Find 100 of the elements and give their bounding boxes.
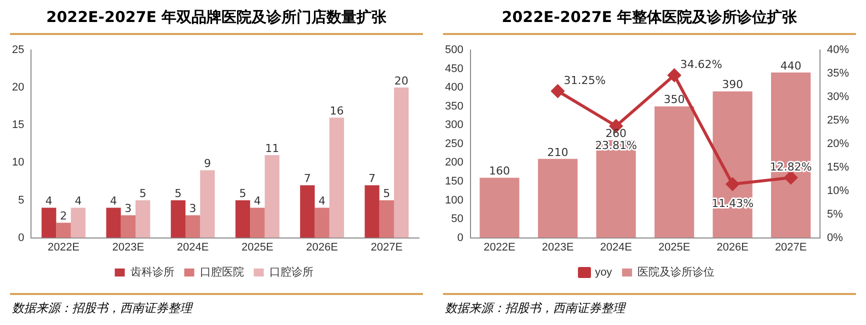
x-tick-label: 2027E [774,241,807,254]
data-label: 440 [780,59,802,72]
x-tick-label: 2025E [658,241,690,254]
bar [120,215,136,238]
y2-tick-label: 40% [826,44,850,56]
source-note: 数据来源：招股书，西南证券整理 [12,300,192,317]
data-label: 2 [60,210,68,223]
x-tick-label: 2025E [242,241,274,254]
legend-label: 齿科诊所 [130,266,174,279]
x-tick-label: 2026E [716,241,748,254]
y2-tick-label: 0% [826,232,844,244]
source-note: 数据来源：招股书，西南证券整理 [445,300,625,317]
bar [235,200,250,238]
data-label: 5 [383,187,390,200]
x-tick-label: 2027E [370,241,403,254]
y2-tick-label: 20% [826,138,850,150]
data-label: 5 [139,187,146,200]
x-tick-label: 2026E [306,241,338,254]
point [726,178,740,191]
bar [200,170,215,238]
data-label: 210 [547,146,568,159]
legend-label: 医院及诊所诊位 [638,266,715,279]
data-label: 4 [318,194,326,208]
data-label: 16 [330,104,344,118]
data-label: 4 [74,194,82,208]
bar [42,208,56,238]
y-tick-label: 450 [444,62,464,75]
y2-tick-label: 25% [826,114,850,126]
y-tick-label: 20 [12,82,24,94]
data-label: 160 [488,164,510,178]
bar [379,200,394,238]
data-label: 260 [606,127,627,140]
y2-tick-label: 30% [826,90,850,103]
bar [70,208,86,238]
bar [329,118,344,238]
bar [136,200,150,238]
y-tick-label: 25 [12,44,24,56]
chart-title: 2022E-2027E 年双品牌医院及诊所门店数量扩张 [45,8,388,28]
bar [712,91,752,238]
point [668,68,681,82]
data-label: 390 [722,78,744,92]
y-tick-label: 0 [457,232,464,244]
data-label: 7 [368,172,376,186]
bar [480,178,520,238]
data-label: 4 [45,194,52,208]
legend-label: 口腔诊所 [269,266,314,279]
data-label: 9 [204,157,211,170]
y2-tick-label: 5% [826,208,844,220]
y-tick-label: 10 [12,156,24,169]
data-label: 20 [394,74,408,88]
bar [170,200,186,238]
point [551,84,564,98]
x-tick-label: 2022E [48,241,80,254]
x-tick-label: 2024E [176,241,209,254]
y-tick-label: 400 [444,82,464,94]
bar [538,158,578,238]
x-tick-label: 2022E [484,241,516,254]
data-label: 34.62% [680,58,722,72]
y-tick-label: 100 [444,194,464,206]
bar [596,140,636,238]
bar [654,106,694,238]
data-label: 7 [304,172,311,186]
data-label: 4 [254,194,261,208]
y-tick-label: 200 [444,156,464,169]
y2-tick-label: 10% [826,184,850,197]
bar [250,208,265,238]
bar [364,185,380,238]
x-tick-label: 2023E [112,241,144,254]
y-tick-label: 15 [12,119,24,132]
chart-title: 2022E-2027E 年整体医院及诊所诊位扩张 [500,8,798,28]
legend-label: 口腔医院 [200,266,244,279]
y-tick-label: 300 [444,119,464,132]
x-tick-label: 2024E [600,241,632,254]
y-tick-label: 0 [18,232,24,244]
data-label: 31.25% [564,74,606,87]
y-tick-label: 500 [444,44,464,56]
data-label: 3 [189,202,196,216]
data-label: 11 [265,142,280,156]
bar [264,155,280,238]
bar [394,88,409,238]
bar [56,222,71,238]
y-tick-label: 250 [444,138,464,150]
data-label: 5 [239,187,246,200]
y-tick-label: 350 [444,100,464,112]
legend-label: yoy [594,266,613,279]
bar [771,72,811,238]
bar [300,185,315,238]
y-tick-label: 150 [444,175,464,188]
bar [314,208,330,238]
y-tick-label: 50 [451,213,464,226]
data-label: 350 [664,93,685,106]
data-label: 5 [174,187,182,200]
data-label: 3 [124,202,132,216]
data-label: 4 [110,194,118,208]
bar [106,208,121,238]
y2-tick-label: 35% [826,68,850,80]
y-tick-label: 5 [18,194,24,206]
point [784,171,798,184]
bar [185,215,200,238]
y2-tick-label: 15% [826,161,850,174]
